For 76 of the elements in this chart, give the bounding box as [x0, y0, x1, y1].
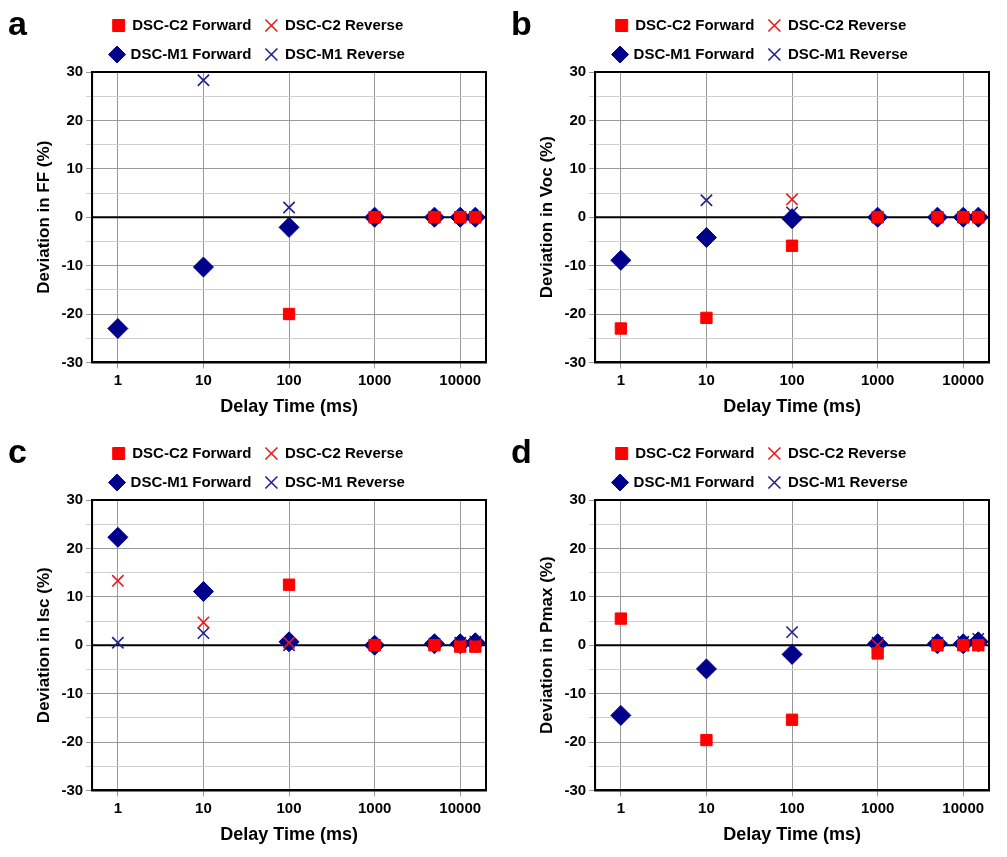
legend-label: DSC-C2 Reverse — [787, 443, 907, 461]
legend-label: DSC-C2 Reverse — [787, 15, 907, 33]
x-tick-label: 1 — [113, 798, 123, 816]
x-tick-label: 1 — [616, 798, 626, 816]
chart-title: a — [8, 4, 27, 43]
x-tick-label: 10 — [698, 370, 715, 388]
x-tick-label: 100 — [276, 370, 302, 388]
chart-title: b — [511, 4, 532, 43]
x-tick-label: 1000 — [357, 370, 392, 388]
y-tick-label: -20 — [61, 732, 84, 750]
x-tick-label: 10 — [698, 798, 715, 816]
x-tick-label: 1000 — [357, 798, 392, 816]
y-tick-label: -20 — [564, 732, 587, 750]
legend-label: DSC-C2 Forward — [132, 15, 252, 33]
x-axis-title: Delay Time (ms) — [220, 396, 358, 417]
y-tick-label: 30 — [66, 62, 84, 80]
x-tick-label: 100 — [276, 798, 302, 816]
x-axis-title: Delay Time (ms) — [723, 824, 861, 845]
x-tick-label: 1000 — [860, 370, 895, 388]
y-tick-label: -10 — [564, 683, 587, 701]
x-tick-label: 10000 — [439, 798, 482, 816]
y-tick-label: 10 — [569, 158, 587, 176]
x-tick-label: 100 — [779, 798, 805, 816]
y-tick-label: -30 — [61, 780, 84, 798]
x-axis-title: Delay Time (ms) — [220, 824, 358, 845]
y-tick-label: 30 — [569, 62, 587, 80]
y-tick-label: 10 — [66, 586, 84, 604]
y-tick-label: 20 — [569, 110, 587, 128]
legend-label: DSC-M1 Reverse — [787, 44, 908, 62]
legend-label: DSC-C2 Forward — [132, 443, 252, 461]
y-tick-label: 10 — [569, 586, 587, 604]
chart-title: c — [8, 432, 27, 471]
x-tick-label: 100 — [779, 370, 805, 388]
legend-label: DSC-C2 Forward — [635, 443, 755, 461]
y-axis-title: Deviation in Isc (%) — [33, 567, 53, 724]
x-tick-label: 10 — [195, 798, 212, 816]
y-tick-label: -10 — [61, 683, 84, 701]
legend-label: DSC-C2 Reverse — [284, 15, 404, 33]
y-axis-title: Deviation in Voc (%) — [536, 136, 556, 299]
x-tick-label: 1000 — [860, 798, 895, 816]
y-axis-title: Deviation in FF (%) — [33, 140, 53, 294]
y-tick-label: 20 — [66, 110, 84, 128]
legend-label: DSC-M1 Forward — [130, 44, 252, 62]
legend-label: DSC-M1 Reverse — [787, 472, 908, 490]
legend-label: DSC-M1 Forward — [633, 472, 755, 490]
y-tick-label: 30 — [569, 490, 587, 508]
legend-label: DSC-C2 Forward — [635, 15, 755, 33]
x-axis-title: Delay Time (ms) — [723, 396, 861, 417]
y-tick-label: 20 — [66, 538, 84, 556]
legend-label: DSC-M1 Reverse — [284, 44, 405, 62]
chart-title: d — [511, 432, 532, 471]
y-tick-label: -20 — [564, 304, 587, 322]
x-tick-label: 1 — [113, 370, 123, 388]
y-tick-label: -30 — [61, 352, 84, 370]
legend-label: DSC-C2 Reverse — [284, 443, 404, 461]
x-tick-label: 10 — [195, 370, 212, 388]
y-tick-label: 0 — [577, 207, 587, 225]
y-tick-label: 30 — [66, 490, 84, 508]
y-tick-label: -10 — [61, 255, 84, 273]
legend-label: DSC-M1 Forward — [633, 44, 755, 62]
y-tick-label: -10 — [564, 255, 587, 273]
y-tick-label: 0 — [74, 207, 84, 225]
y-tick-label: -30 — [564, 352, 587, 370]
legend-label: DSC-M1 Forward — [130, 472, 252, 490]
y-tick-label: 10 — [66, 158, 84, 176]
y-tick-label: 0 — [74, 635, 84, 653]
x-tick-label: 10000 — [942, 798, 985, 816]
y-axis-title: Deviation in Pmax (%) — [536, 556, 556, 734]
y-tick-label: -20 — [61, 304, 84, 322]
y-tick-label: -30 — [564, 780, 587, 798]
x-tick-label: 10000 — [942, 370, 985, 388]
x-tick-label: 10000 — [439, 370, 482, 388]
x-tick-label: 1 — [616, 370, 626, 388]
y-tick-label: 0 — [577, 635, 587, 653]
legend-label: DSC-M1 Reverse — [284, 472, 405, 490]
y-tick-label: 20 — [569, 538, 587, 556]
